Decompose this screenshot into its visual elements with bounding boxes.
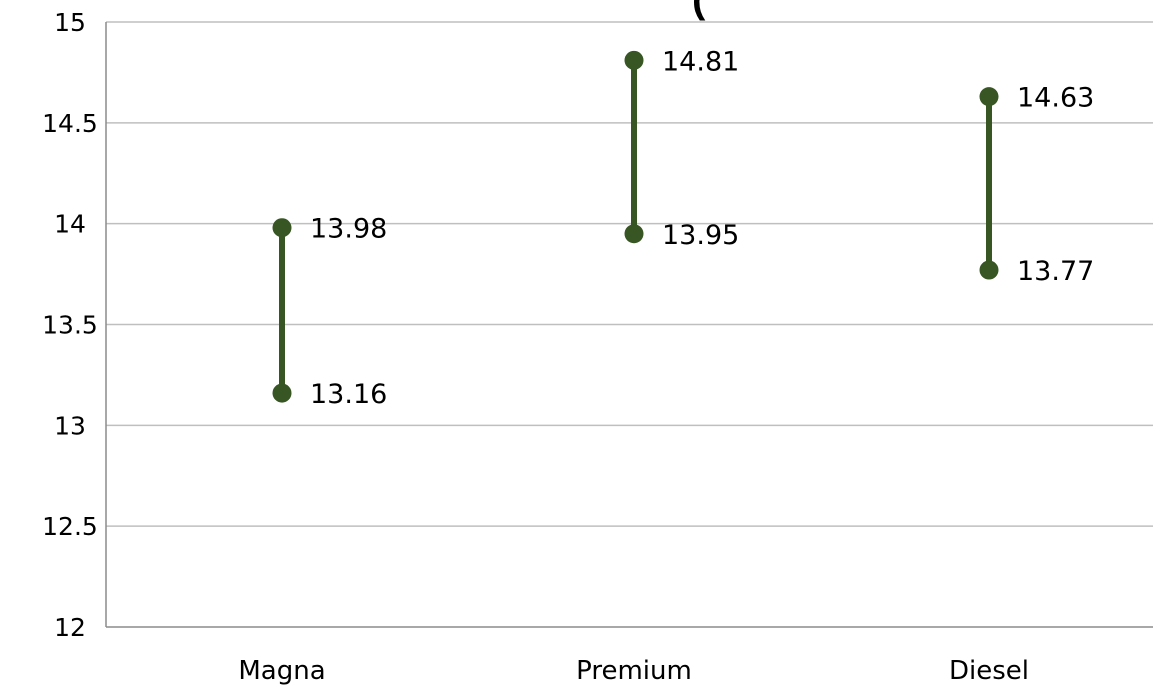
low-point-premium [624, 224, 644, 244]
y-tick-label: 14.5 [42, 109, 98, 138]
y-tick-label: 13.5 [42, 311, 98, 340]
category-label-premium: Premium [576, 656, 692, 685]
range-marks [272, 50, 999, 403]
category-label-diesel: Diesel [949, 656, 1029, 685]
chart-title: ( [692, 0, 706, 21]
high-value-label-diesel: 14.63 [1017, 83, 1094, 114]
y-tick-label: 15 [54, 8, 86, 37]
y-tick-label: 12.5 [42, 512, 98, 541]
low-value-label-premium: 13.95 [662, 220, 739, 251]
high-value-label-premium: 14.81 [662, 46, 739, 77]
category-labels: Magna Premium Diesel [238, 656, 1029, 685]
high-value-label-magna: 13.98 [310, 214, 387, 245]
high-point-magna [272, 218, 292, 238]
low-value-label-diesel: 13.77 [1017, 256, 1094, 287]
y-tick-label: 14 [54, 210, 86, 239]
data-labels: 13.98 13.16 14.81 13.95 14.63 13.77 [310, 46, 1094, 410]
low-value-label-magna: 13.16 [310, 379, 387, 410]
y-tick-label: 13 [54, 411, 86, 440]
y-tick-label: 12 [54, 613, 86, 642]
y-tick-labels: 12 12.5 13 13.5 14 14.5 15 [42, 8, 98, 642]
low-point-diesel [979, 260, 999, 280]
axes [105, 22, 1153, 628]
low-point-magna [272, 383, 292, 403]
category-label-magna: Magna [238, 656, 325, 685]
high-point-diesel [979, 87, 999, 107]
high-point-premium [624, 50, 644, 70]
